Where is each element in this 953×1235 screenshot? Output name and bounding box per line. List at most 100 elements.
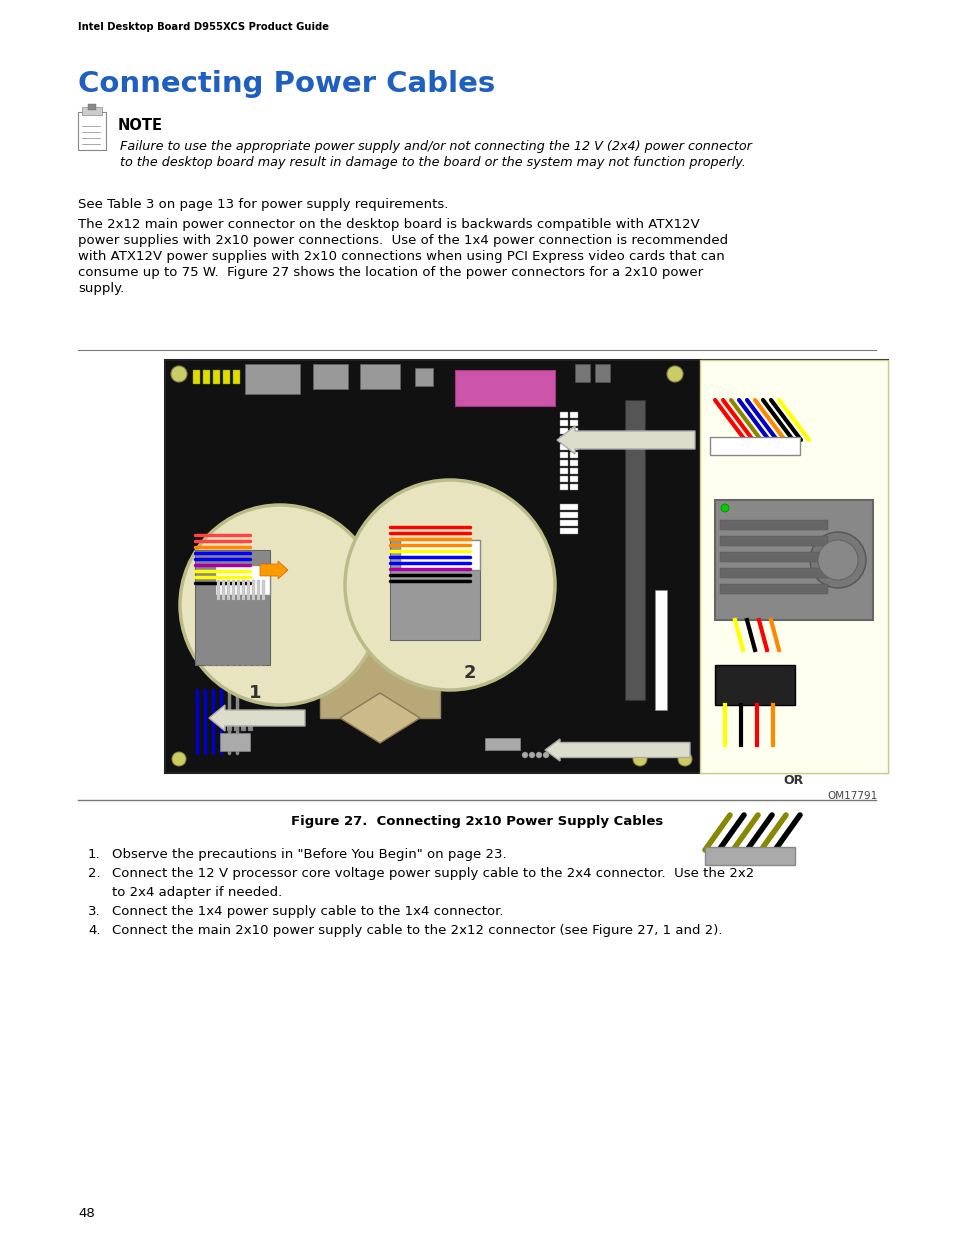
Bar [227,725,232,731]
Bar [241,718,246,722]
Bar [193,370,200,384]
Bar [236,580,240,600]
Bar [720,568,827,578]
Text: power supplies with 2x10 power connections.  Use of the 1x4 power connection is : power supplies with 2x10 power connectio… [78,233,727,247]
Bar [569,452,578,458]
Bar [222,580,225,600]
Bar [252,580,254,600]
Text: to the desktop board may result in damage to the board or the system may not fun: to the desktop board may result in damag… [120,156,745,169]
Bar [313,364,348,389]
Circle shape [529,752,535,758]
Bar [569,420,578,426]
Bar [720,536,827,546]
Bar [720,520,827,530]
Bar [242,580,245,600]
Bar [569,412,578,417]
Text: See Table 3 on page 13 for power supply requirements.: See Table 3 on page 13 for power supply … [78,198,448,211]
Bar [709,437,800,454]
Text: OR: OR [783,773,803,787]
Bar [569,475,578,482]
Bar [559,529,578,534]
Circle shape [521,752,527,758]
Bar [241,725,246,731]
Bar [559,452,567,458]
Bar [203,370,210,384]
Text: Observe the precautions in "Before You Begin" on page 23.: Observe the precautions in "Before You B… [112,848,506,861]
FancyArrow shape [209,705,305,731]
Text: Connect the main 2x10 power supply cable to the 2x12 connector (see Figure 27, 1: Connect the main 2x10 power supply cable… [112,924,721,937]
Polygon shape [339,693,419,743]
Bar [165,359,887,773]
Text: Connect the 12 V processor core voltage power supply cable to the 2x4 connector.: Connect the 12 V processor core voltage … [112,867,754,881]
Bar [415,368,433,387]
Bar [559,436,567,442]
Bar [559,468,567,474]
Text: Failure to use the appropriate power supply and/or not connecting the 12 V (2x4): Failure to use the appropriate power sup… [120,140,751,153]
Bar [455,370,555,406]
Bar [227,580,230,600]
Text: to 2x4 adapter if needed.: to 2x4 adapter if needed. [112,885,282,899]
Text: 3.: 3. [88,905,100,918]
Bar [569,429,578,433]
Text: 2.: 2. [88,867,100,881]
Bar [714,500,872,620]
Bar [720,584,827,594]
Bar [569,484,578,490]
Bar [319,634,439,718]
Text: 1.: 1. [88,848,100,861]
Bar [232,580,234,600]
Bar [569,445,578,450]
Bar [390,540,479,640]
Bar [78,112,106,149]
Bar [220,734,250,751]
FancyArrow shape [260,561,288,579]
Bar [359,364,399,389]
Circle shape [809,532,865,588]
Bar [247,580,250,600]
Circle shape [536,752,541,758]
Bar [569,459,578,466]
Bar [214,564,270,595]
FancyArrow shape [557,426,695,454]
Circle shape [720,504,728,513]
Text: Connecting Power Cables: Connecting Power Cables [78,70,495,98]
Bar [624,400,644,700]
Circle shape [345,480,555,690]
Bar [559,459,567,466]
Bar [233,370,240,384]
Bar [575,364,589,382]
Bar [655,590,666,710]
Circle shape [666,366,682,382]
Bar [233,718,239,722]
Circle shape [817,540,857,580]
Text: Connect the 1x4 power supply cable to the 1x4 connector.: Connect the 1x4 power supply cable to th… [112,905,503,918]
Bar [248,718,253,722]
Bar [399,540,479,571]
Text: Figure 27.  Connecting 2x10 Power Supply Cables: Figure 27. Connecting 2x10 Power Supply … [291,815,662,827]
Text: consume up to 75 W.  Figure 27 shows the location of the power connectors for a : consume up to 75 W. Figure 27 shows the … [78,266,702,279]
Bar [484,739,519,750]
Bar [213,370,220,384]
Bar [88,104,96,110]
Text: 2: 2 [463,664,476,682]
Bar [559,504,578,510]
Bar [216,580,220,600]
Bar [720,552,827,562]
Bar [559,429,567,433]
Text: NOTE: NOTE [118,119,163,133]
Bar [194,550,270,664]
Text: The 2x12 main power connector on the desktop board is backwards compatible with : The 2x12 main power connector on the des… [78,219,699,231]
Bar [82,107,102,115]
Bar [700,359,887,773]
Bar [559,484,567,490]
Bar [223,370,230,384]
Bar [704,847,794,864]
Bar [227,718,232,722]
Text: Intel Desktop Board D955XCS Product Guide: Intel Desktop Board D955XCS Product Guid… [78,22,329,32]
Circle shape [633,752,646,766]
Bar [559,420,567,426]
Bar [256,580,260,600]
Text: 1: 1 [249,684,261,701]
Circle shape [180,505,379,705]
Circle shape [172,752,186,766]
